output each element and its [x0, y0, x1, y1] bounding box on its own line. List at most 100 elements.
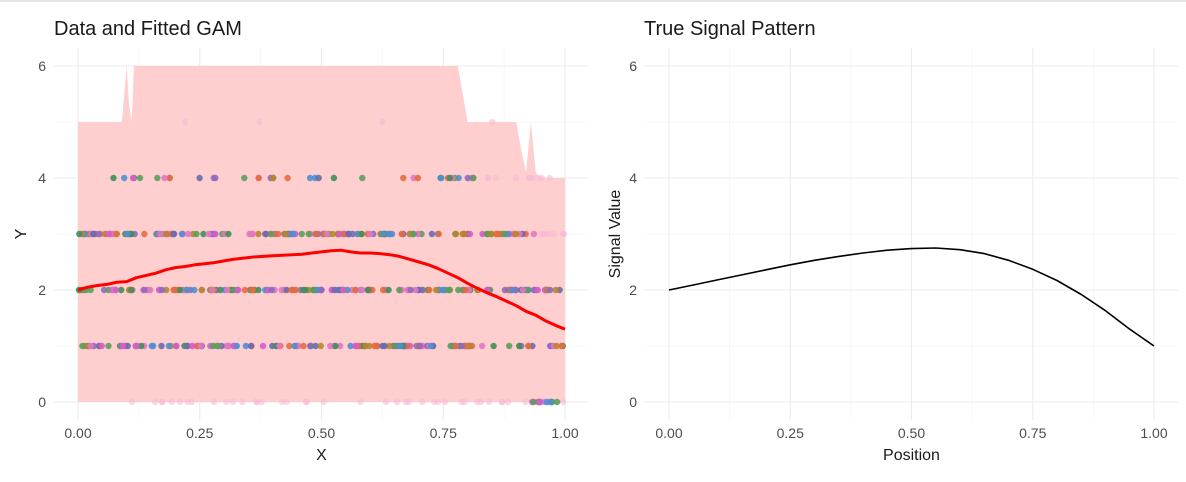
- data-point: [345, 230, 352, 238]
- data-point: [177, 286, 184, 294]
- data-point: [307, 342, 314, 350]
- data-point: [380, 230, 388, 238]
- data-point: [283, 286, 290, 294]
- data-point: [318, 286, 325, 294]
- data-point: [492, 174, 499, 182]
- data-point: [357, 398, 364, 406]
- data-point: [396, 342, 403, 350]
- data-point: [300, 342, 307, 350]
- data-point: [402, 398, 409, 406]
- data-point: [128, 286, 135, 294]
- data-point: [205, 230, 212, 238]
- data-point: [407, 286, 414, 294]
- top-border: [0, 0, 1186, 2]
- data-point: [90, 230, 97, 238]
- data-point: [212, 174, 219, 182]
- data-point: [352, 342, 359, 350]
- data-point: [508, 286, 516, 294]
- data-point: [209, 342, 217, 350]
- data-point: [441, 398, 449, 406]
- data-point: [233, 342, 240, 350]
- data-point: [151, 398, 159, 406]
- data-point: [400, 174, 407, 182]
- data-point: [458, 342, 465, 350]
- y-tick-label: 4: [38, 170, 46, 186]
- data-point: [241, 286, 249, 294]
- data-point: [300, 286, 307, 294]
- data-point: [138, 342, 145, 350]
- data-point: [352, 286, 359, 294]
- data-point: [547, 398, 554, 406]
- data-point: [358, 230, 365, 238]
- data-point: [197, 342, 204, 350]
- data-point: [184, 398, 191, 406]
- data-point: [512, 174, 519, 182]
- data-point: [270, 174, 277, 182]
- data-point: [141, 286, 148, 294]
- data-point: [320, 398, 327, 406]
- data-point: [459, 230, 466, 238]
- data-point: [158, 342, 165, 350]
- data-point: [331, 286, 339, 294]
- data-point: [224, 342, 231, 350]
- data-point: [452, 230, 460, 238]
- data-point: [267, 230, 274, 238]
- data-point: [347, 342, 354, 350]
- x-tick-label: 0.75: [1019, 425, 1046, 441]
- data-point: [483, 230, 490, 238]
- data-point: [193, 230, 200, 238]
- data-point: [248, 342, 255, 350]
- data-point: [323, 230, 331, 238]
- data-point: [288, 286, 295, 294]
- x-tick-label: 0.75: [430, 425, 457, 441]
- data-point: [312, 230, 320, 238]
- data-point: [484, 174, 491, 182]
- data-point: [147, 286, 154, 294]
- data-point: [258, 398, 265, 406]
- data-point: [168, 398, 175, 406]
- data-point: [161, 174, 168, 182]
- data-point: [223, 398, 230, 406]
- data-point: [490, 342, 497, 350]
- data-point: [225, 230, 232, 238]
- data-point: [366, 230, 374, 238]
- data-point: [493, 230, 500, 238]
- data-point: [268, 286, 275, 294]
- data-point: [382, 398, 390, 406]
- data-point: [558, 342, 565, 350]
- data-point: [133, 342, 140, 350]
- data-point: [530, 230, 538, 238]
- data-point: [398, 230, 405, 238]
- data-point: [317, 342, 324, 350]
- data-point: [455, 286, 462, 294]
- data-point: [501, 230, 508, 238]
- data-point: [118, 286, 125, 294]
- data-point: [560, 230, 567, 238]
- data-point: [170, 230, 177, 238]
- data-point: [148, 342, 155, 350]
- data-point: [516, 342, 523, 350]
- data-point: [433, 286, 440, 294]
- data-point: [154, 174, 161, 182]
- data-point: [546, 174, 553, 182]
- x-tick-label: 1.00: [1140, 425, 1167, 441]
- data-point: [224, 286, 231, 294]
- data-point: [157, 230, 164, 238]
- true-signal-line: [668, 247, 1155, 347]
- data-point: [275, 230, 282, 238]
- x-axis-title: Position: [883, 447, 940, 464]
- data-point: [447, 342, 454, 350]
- data-point: [419, 398, 426, 406]
- data-point: [464, 174, 471, 182]
- data-point: [178, 230, 186, 238]
- data-point: [536, 398, 543, 406]
- data-point: [198, 286, 205, 294]
- data-point: [374, 342, 381, 350]
- data-point: [309, 286, 317, 294]
- y-tick-label: 0: [629, 394, 637, 410]
- data-point: [124, 230, 131, 238]
- data-point: [435, 230, 442, 238]
- data-point: [284, 174, 291, 182]
- data-point: [95, 230, 102, 238]
- data-point: [239, 398, 246, 406]
